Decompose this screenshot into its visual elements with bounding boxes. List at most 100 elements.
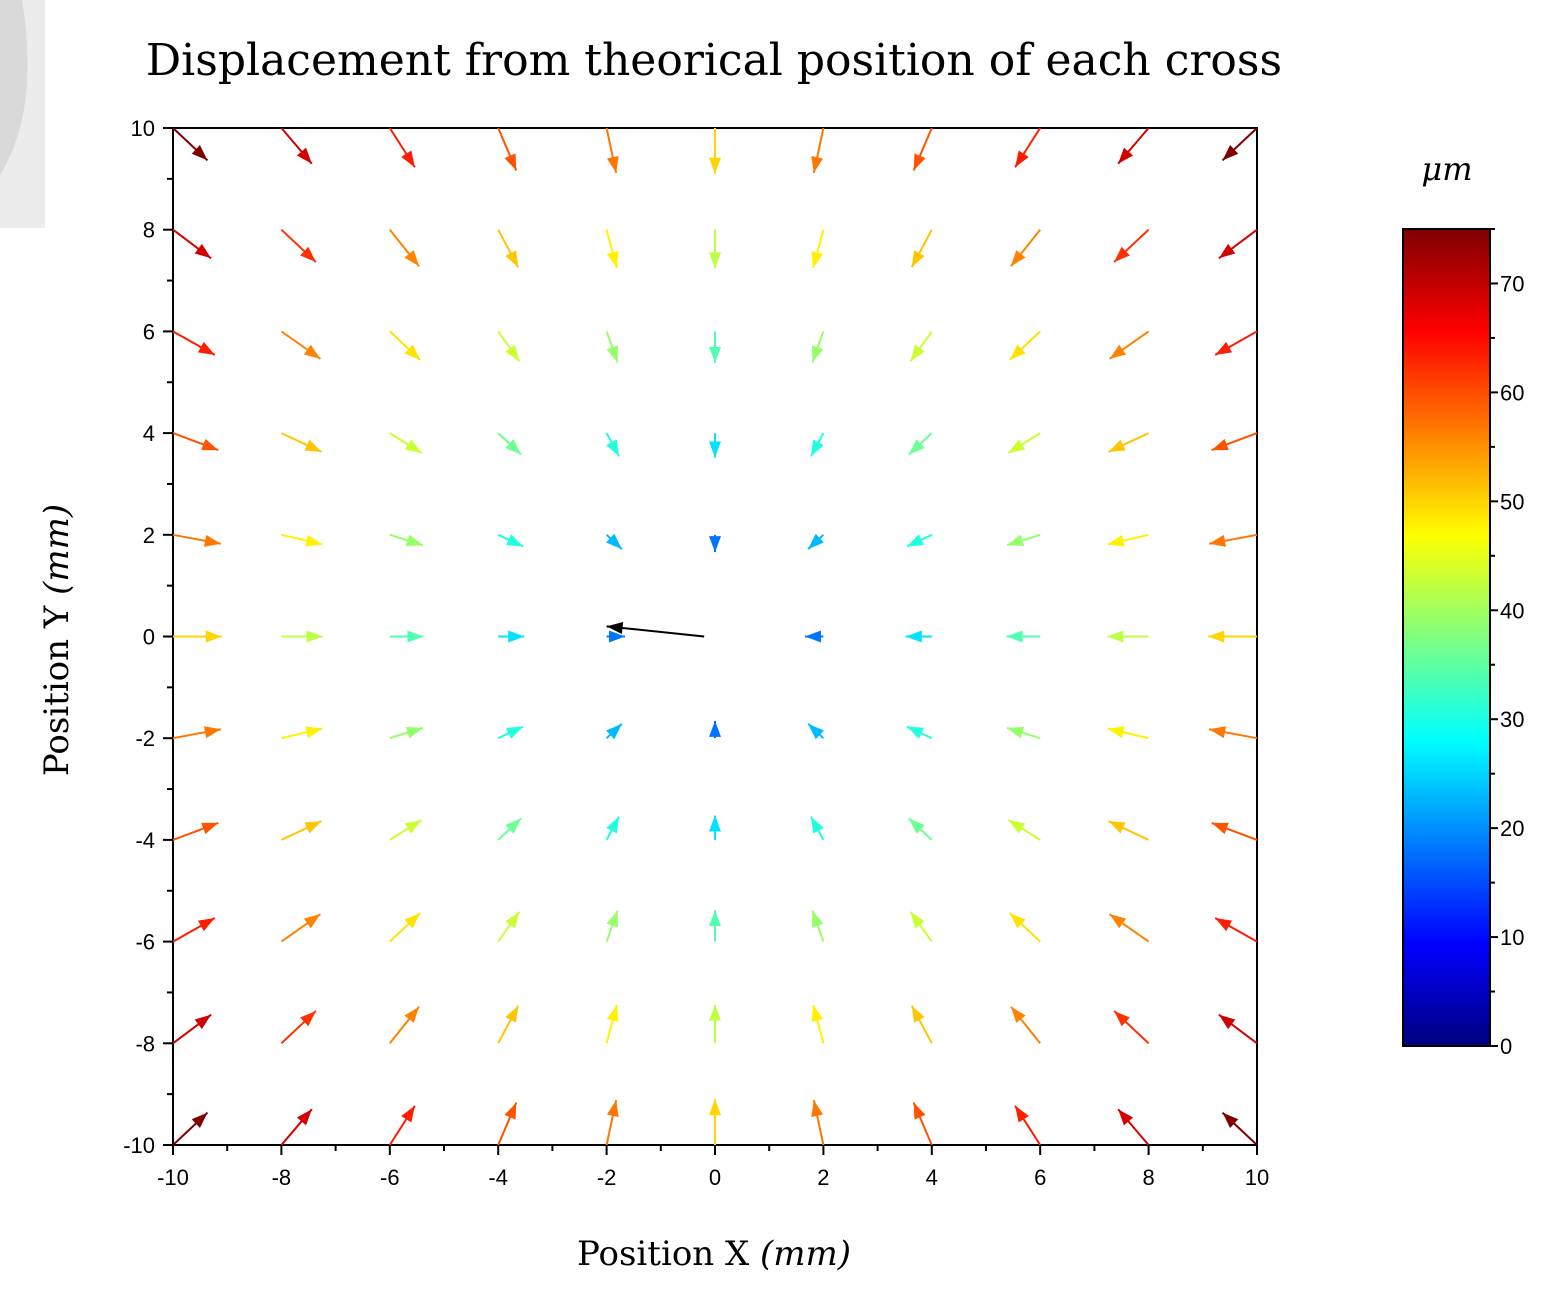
arrow-4-4 xyxy=(908,432,933,456)
arrow--6--6 xyxy=(389,912,421,943)
arrow-2--8-head xyxy=(811,1004,824,1022)
arrow-2--2-head xyxy=(808,723,824,740)
arrow-4--4-head xyxy=(908,818,925,834)
arrow--8--2-head xyxy=(305,726,323,739)
arrow-8-0-head xyxy=(1107,630,1124,643)
y-axis-label-main: Position Y xyxy=(37,595,77,776)
arrow--4-4-head xyxy=(505,439,522,455)
arrow--2-2-head xyxy=(606,533,622,550)
colorbar-tick-label: 20 xyxy=(1500,816,1524,841)
arrow--8-10-head xyxy=(296,147,312,164)
arrow--4-4 xyxy=(497,432,522,456)
arrow-8--6-head xyxy=(1109,914,1127,929)
x-tick-label: 2 xyxy=(817,1165,829,1190)
arrow-0--4-head xyxy=(709,815,721,832)
x-tick-label: -8 xyxy=(272,1165,292,1190)
arrow--4-6 xyxy=(497,330,521,362)
arrow--8--10 xyxy=(280,1108,313,1146)
arrow--10-10 xyxy=(172,127,209,162)
colorbar-tick-label: 50 xyxy=(1500,489,1524,514)
arrow-6--6-head xyxy=(1009,913,1026,929)
arrow--4--8-head xyxy=(505,1005,519,1023)
y-tick-label: -4 xyxy=(135,828,155,853)
arrow-10-10 xyxy=(1221,127,1258,162)
arrow-8-8 xyxy=(1113,228,1150,263)
arrow--8-2-head xyxy=(305,534,323,547)
arrow-8-6-head xyxy=(1109,344,1127,359)
x-tick-label: -6 xyxy=(380,1165,400,1190)
arrow-8--8 xyxy=(1113,1010,1150,1045)
colorbar-gradient xyxy=(1403,229,1490,1046)
arrow-4-10-head xyxy=(913,153,926,171)
arrow-4--8-head xyxy=(911,1005,925,1023)
arrow--4-8-head xyxy=(505,250,519,268)
colorbar-tick-label: 30 xyxy=(1500,707,1524,732)
arrow-6-6 xyxy=(1009,330,1041,361)
y-tick-label: -8 xyxy=(135,1031,155,1056)
arrow--4--4-head xyxy=(505,818,522,834)
arrow-10--2 xyxy=(1208,726,1258,740)
arrow-10-2-head xyxy=(1209,534,1226,547)
y-tick-label: 4 xyxy=(143,421,155,446)
arrow-4--10 xyxy=(912,1102,933,1146)
arrow-0--2-head xyxy=(709,720,721,737)
arrow--8--4-head xyxy=(304,821,322,834)
arrow-4--8 xyxy=(910,1005,933,1044)
arrow-8--4 xyxy=(1108,820,1150,841)
arrow--2-8-head xyxy=(606,251,619,269)
arrow--10--2-head xyxy=(204,726,221,739)
arrow-2--4-head xyxy=(810,816,824,834)
y-tick-label: 0 xyxy=(143,625,155,650)
arrow--4--2 xyxy=(497,725,524,740)
arrow--10--10 xyxy=(172,1111,209,1146)
arrow--8-8-head xyxy=(300,246,316,263)
colorbar-tick-label: 40 xyxy=(1500,598,1524,623)
arrow-2-10-head xyxy=(811,155,824,173)
arrow-outlier-shaft xyxy=(606,625,705,638)
arrow-0-4 xyxy=(709,433,721,458)
arrow--4--4 xyxy=(497,817,522,841)
arrow-0--2 xyxy=(709,720,721,739)
arrow--10-10-head xyxy=(191,145,208,161)
arrow--6-8-head xyxy=(404,250,420,267)
arrow--2--10-head xyxy=(606,1100,619,1118)
arrow-10--8 xyxy=(1218,1013,1258,1045)
arrow-8--2 xyxy=(1107,726,1149,740)
arrow-8--10-head xyxy=(1118,1109,1134,1126)
arrow-4-2-head xyxy=(906,534,924,547)
arrow--6--10 xyxy=(388,1105,416,1146)
arrow--2-10 xyxy=(605,127,619,174)
arrow--2-6-head xyxy=(606,345,618,363)
arrow-10--4-head xyxy=(1211,822,1229,835)
arrow--10--4-head xyxy=(201,822,219,835)
arrow--4-2 xyxy=(497,533,524,548)
arrow--10-6-head xyxy=(197,341,215,355)
arrow--2--2-head xyxy=(606,723,622,740)
arrow--2--8-head xyxy=(606,1004,619,1022)
arrow--2-2 xyxy=(605,533,623,550)
y-tick-label: 8 xyxy=(143,218,155,243)
arrow-0-10 xyxy=(709,128,721,174)
arrow-6-8 xyxy=(1010,229,1041,267)
arrow-6--8-head xyxy=(1010,1006,1026,1023)
y-tick-label: -10 xyxy=(123,1133,155,1158)
arrow-2-10 xyxy=(811,127,825,174)
arrow--4--10 xyxy=(497,1102,518,1146)
arrow--8--6-head xyxy=(303,914,321,929)
arrow--6-2-head xyxy=(405,534,423,547)
arrow-6-2 xyxy=(1006,533,1041,547)
arrow--6--8-head xyxy=(404,1006,420,1023)
arrow-2--6 xyxy=(811,910,825,942)
arrow--8-4-head xyxy=(304,439,322,452)
arrow-2-6-head xyxy=(812,345,824,363)
arrow-4-8-head xyxy=(911,250,925,268)
arrow-6-10-head xyxy=(1015,150,1029,168)
arrow-6--2-head xyxy=(1007,726,1025,739)
arrow-8--8-head xyxy=(1114,1010,1130,1027)
arrow-6--4 xyxy=(1007,819,1041,841)
arrow--2-4 xyxy=(605,432,620,457)
x-tick-label: -2 xyxy=(597,1165,617,1190)
arrow-10-8-head xyxy=(1218,243,1236,259)
y-tick-label: -2 xyxy=(135,726,155,751)
